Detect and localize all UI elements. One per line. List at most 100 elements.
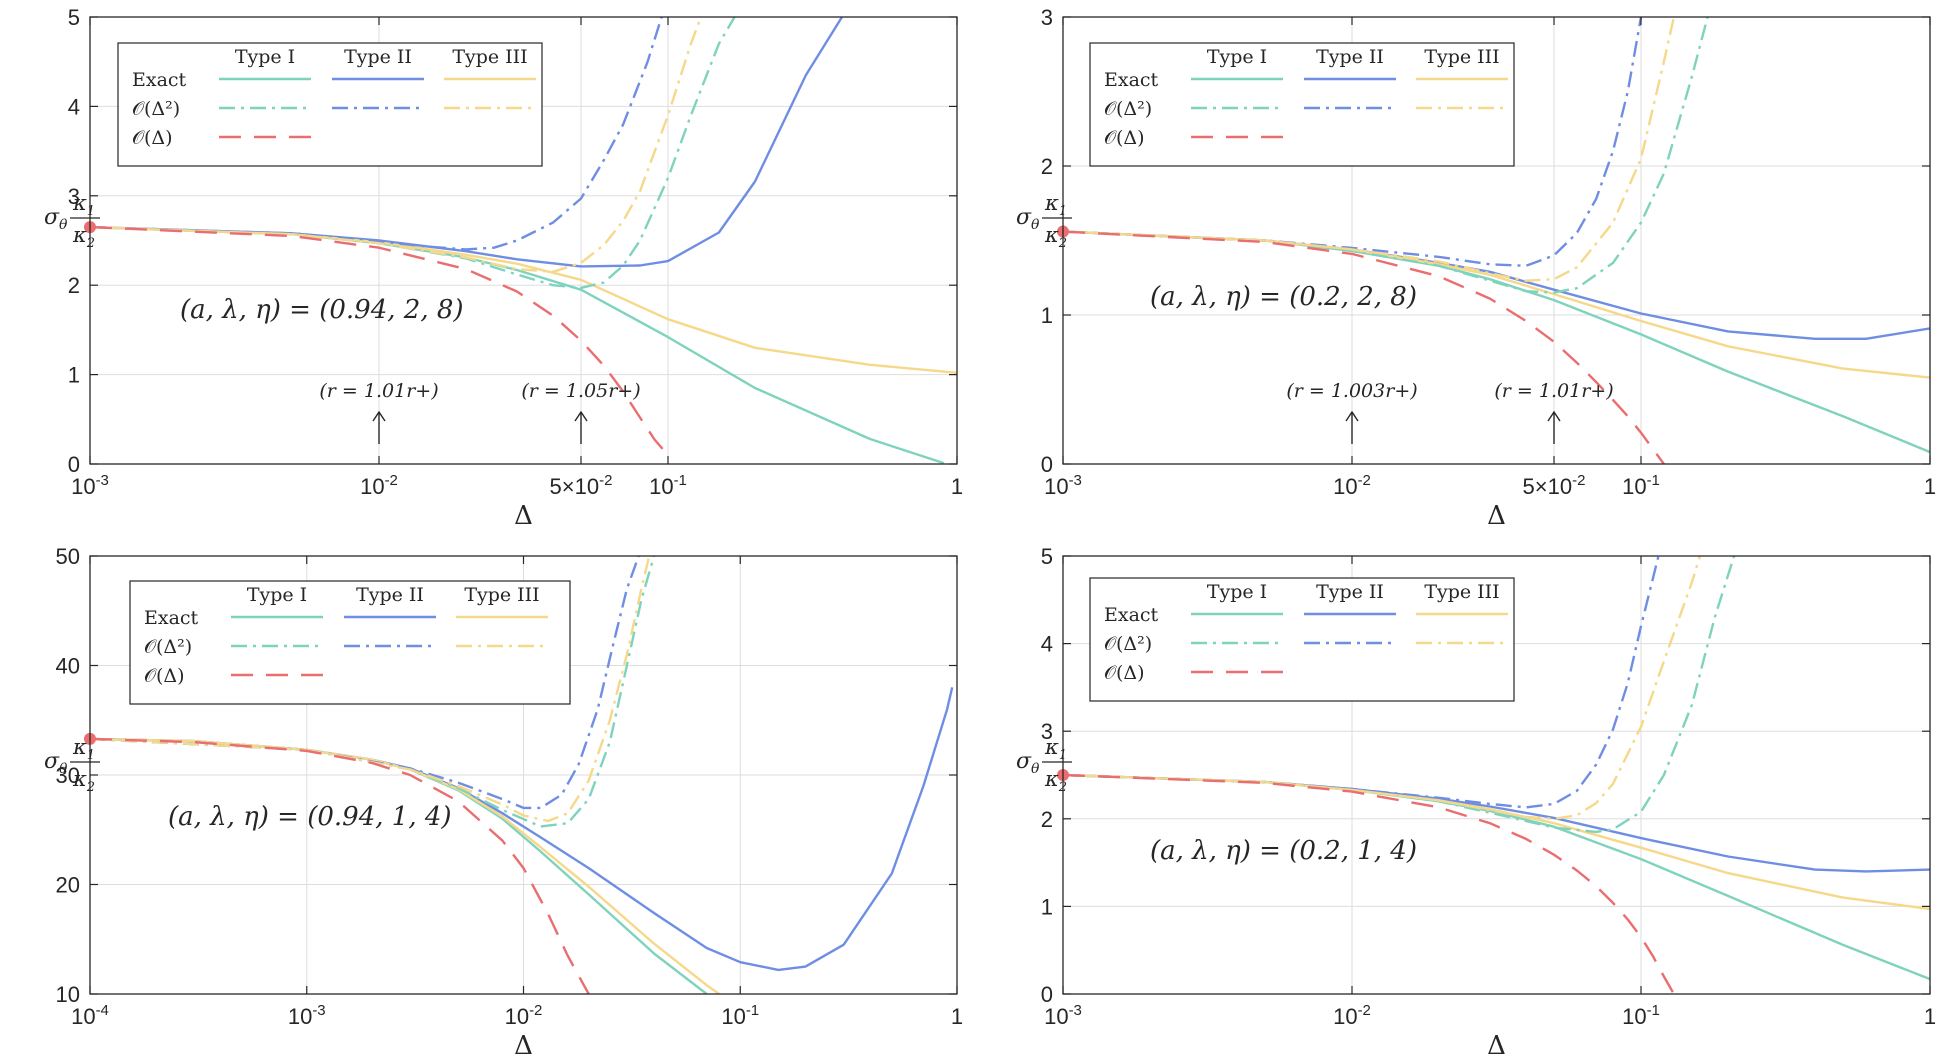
y-tick-label: 0 xyxy=(1041,982,1053,1007)
legend-row-label: 𝒪(Δ) xyxy=(1104,662,1145,684)
x-tick-label: 5×10-2 xyxy=(550,472,613,499)
legend-row-label: 𝒪(Δ²) xyxy=(144,636,192,658)
series-type-iii-o-2 xyxy=(90,556,651,823)
legend-header: Type III xyxy=(1424,46,1499,68)
y-tick-label: 3 xyxy=(1041,719,1053,744)
x-tick-label: 10-3 xyxy=(71,472,109,499)
series-type-iii-exact xyxy=(1063,773,1930,911)
tick-marks xyxy=(1062,555,1931,995)
parameter-annotation: (a, λ, η) = (0.94, 2, 8) xyxy=(180,295,464,325)
y-tick-label: 4 xyxy=(1041,632,1053,657)
series-type-i-o-2 xyxy=(90,556,656,828)
y-tick-label: 2 xyxy=(68,273,80,298)
legend-box xyxy=(129,580,571,705)
y-tick-label: 10 xyxy=(56,982,80,1007)
y-tick-label: 3 xyxy=(1041,5,1053,30)
y-tick-label: 4 xyxy=(68,94,80,119)
x-axis-label: Δ xyxy=(514,501,533,531)
legend-box xyxy=(117,42,543,167)
y-label-sigma: σθ xyxy=(1016,749,1040,777)
y-label-sigma: σθ xyxy=(44,749,68,777)
legend-row-label: 𝒪(Δ²) xyxy=(132,98,180,120)
legend-header: Type III xyxy=(1424,581,1499,603)
up-arrow-head xyxy=(372,410,386,422)
y-tick-label: 5 xyxy=(68,5,80,30)
legend-row-label: 𝒪(Δ) xyxy=(1104,127,1145,149)
series-o xyxy=(90,737,590,994)
x-tick-label: 10-1 xyxy=(1622,1002,1660,1029)
legend-header: Type I xyxy=(247,584,307,606)
axes-box xyxy=(89,16,958,465)
y-tick-label: 3 xyxy=(68,184,80,209)
x-tick-label: 10-3 xyxy=(288,1002,326,1029)
legend-header: Type II xyxy=(1316,46,1384,68)
series-type-i-o-2 xyxy=(90,17,736,290)
x-axis-label: Δ xyxy=(1487,501,1506,531)
legend-row-label: Exact xyxy=(1104,604,1159,626)
legend-header: Type I xyxy=(235,46,295,68)
y-tick-label: 20 xyxy=(56,873,80,898)
legend-header: Type I xyxy=(1207,46,1267,68)
parameter-annotation: (a, λ, η) = (0.2, 2, 8) xyxy=(1150,282,1417,312)
y-tick-label: 1 xyxy=(1041,303,1053,328)
legend-header: Type II xyxy=(1316,581,1384,603)
y-tick-label: 40 xyxy=(56,654,80,679)
legend-row-label: Exact xyxy=(1104,69,1159,91)
series-group xyxy=(1063,17,1930,464)
legend: Type I Type II Type III Exact 𝒪(Δ²) 𝒪(Δ) xyxy=(1089,577,1515,702)
series-type-ii-o-2 xyxy=(90,17,663,251)
axes-box xyxy=(1062,555,1931,995)
series-group xyxy=(90,17,957,464)
legend-row-label: Exact xyxy=(144,607,199,629)
x-tick-label: 1 xyxy=(1924,474,1936,499)
legend-row-label: 𝒪(Δ) xyxy=(144,665,185,687)
up-arrow-head xyxy=(574,410,588,422)
parameter-annotation: (a, λ, η) = (0.94, 1, 4) xyxy=(168,802,452,832)
legend: Type I Type II Type III Exact 𝒪(Δ²) 𝒪(Δ) xyxy=(129,580,571,705)
series-o xyxy=(90,225,669,456)
legend: Type I Type II Type III Exact 𝒪(Δ²) 𝒪(Δ) xyxy=(117,42,543,167)
legend-box xyxy=(1089,577,1515,702)
y-tick-label: 2 xyxy=(1041,154,1053,179)
x-tick-label: 5×10-2 xyxy=(1523,472,1586,499)
series-type-ii-o-2 xyxy=(1063,17,1643,267)
tick-marks xyxy=(89,16,958,465)
legend-row-label: 𝒪(Δ) xyxy=(132,127,173,149)
series-type-iii-o-2 xyxy=(1063,556,1702,820)
x-axis-label: Δ xyxy=(1487,1031,1506,1061)
x-tick-label: 1 xyxy=(951,474,963,499)
tick-marks xyxy=(89,555,958,995)
legend-header: Type II xyxy=(344,46,412,68)
x-tick-label: 1 xyxy=(951,1004,963,1029)
x-tick-label: 10-1 xyxy=(1622,472,1660,499)
series-o xyxy=(1063,773,1675,994)
series-type-ii-exact xyxy=(90,17,844,268)
y-tick-label: 0 xyxy=(68,452,80,477)
x-tick-label: 10-2 xyxy=(360,472,398,499)
y-label-sigma: σθ xyxy=(1016,205,1040,233)
x-tick-label: 10-1 xyxy=(649,472,687,499)
x-tick-label: 10-2 xyxy=(1333,472,1371,499)
radius-annotation: (r = 1.05r+) xyxy=(521,380,640,402)
series-group xyxy=(1063,556,1930,994)
legend-box xyxy=(1089,42,1515,167)
series-type-iii-o-2 xyxy=(90,17,703,273)
parameter-annotation: (a, λ, η) = (0.2, 1, 4) xyxy=(1150,836,1417,866)
series-group xyxy=(90,556,954,994)
y-tick-label: 5 xyxy=(1041,544,1053,569)
up-arrow-head xyxy=(1345,410,1359,422)
series-type-iii-o-2 xyxy=(1063,17,1676,282)
legend-header: Type III xyxy=(452,46,527,68)
y-tick-label: 50 xyxy=(56,544,80,569)
legend-header: Type II xyxy=(356,584,424,606)
x-tick-label: 10-4 xyxy=(71,1002,109,1029)
x-tick-label: 10-3 xyxy=(1044,472,1082,499)
legend-header: Type III xyxy=(464,584,539,606)
legend-row-label: 𝒪(Δ²) xyxy=(1104,98,1152,120)
series-type-i-o-2 xyxy=(1063,17,1709,294)
legend: Type I Type II Type III Exact 𝒪(Δ²) 𝒪(Δ) xyxy=(1089,42,1515,167)
